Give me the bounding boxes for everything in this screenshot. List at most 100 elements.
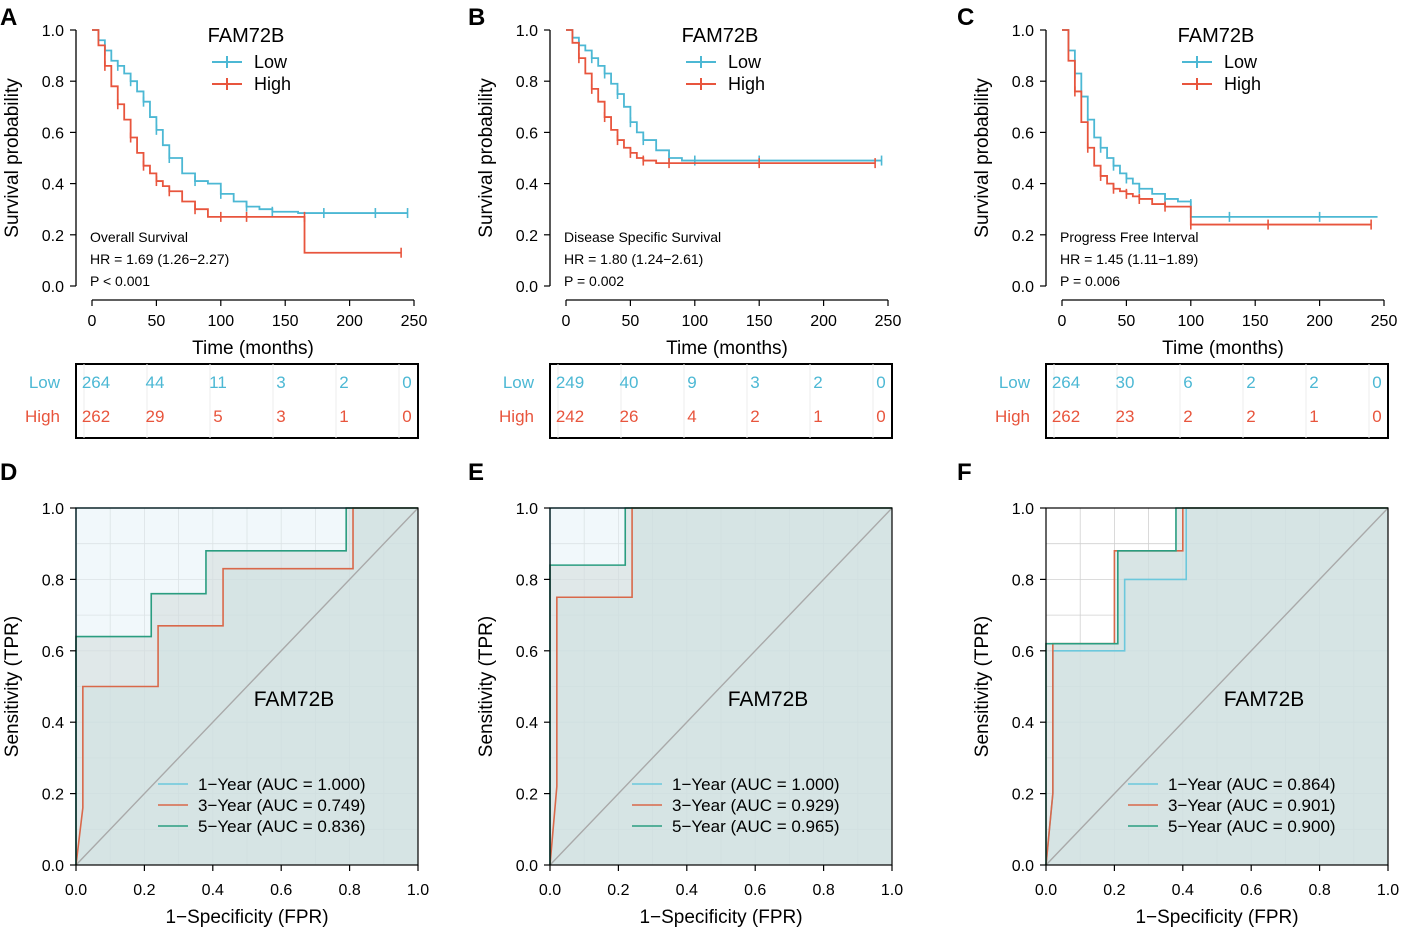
risk-value: 40 xyxy=(620,373,639,392)
risk-value: 2 xyxy=(813,373,822,392)
y-axis-label: Survival probability xyxy=(972,78,993,238)
km-curve-high xyxy=(1062,29,1372,226)
y-tick-label: 0.4 xyxy=(516,715,538,732)
x-axis-label: Time (months) xyxy=(192,338,314,359)
x-tick-label: 250 xyxy=(875,313,902,330)
legend-label: 3−Year (AUC = 0.929) xyxy=(672,796,840,815)
x-tick-label: 1.0 xyxy=(1377,882,1399,899)
x-tick-label: 0.4 xyxy=(1172,882,1194,899)
risk-table: Low 249 40 9 3 2 0 High 242 26 4 2 1 0 xyxy=(499,363,893,439)
risk-value: 0 xyxy=(876,407,885,426)
x-tick-label: 150 xyxy=(746,313,773,330)
risk-table-border xyxy=(75,363,419,439)
legend-label: 3−Year (AUC = 0.749) xyxy=(198,796,366,815)
x-tick-label: 100 xyxy=(681,313,708,330)
y-tick-label: 0.8 xyxy=(516,74,538,91)
y-tick-label: 0.0 xyxy=(1012,858,1034,875)
legend-label: 3−Year (AUC = 0.901) xyxy=(1168,796,1336,815)
risk-value: 4 xyxy=(687,407,696,426)
y-axis-label: Sensitivity (TPR) xyxy=(2,616,23,757)
panel-F: F 0.0 0.2 0.4 0.6 0.8 1.0 0.0 0.2 0.4 0.6 0.8 1.0 1−S… xyxy=(957,459,1399,928)
panel-label: F xyxy=(957,459,972,486)
x-tick-label: 0.4 xyxy=(676,882,698,899)
annotation-text: HR = 1.45 (1.11−1.89) xyxy=(1060,251,1198,267)
risk-value: 2 xyxy=(1183,407,1192,426)
x-tick-label: 0.6 xyxy=(744,882,766,899)
y-tick-label: 0.2 xyxy=(1012,228,1034,245)
y-axis-label: Survival probability xyxy=(2,78,23,238)
risk-value: 11 xyxy=(209,373,227,392)
y-tick-label: 0.6 xyxy=(42,644,64,661)
y-tick-label: 0.0 xyxy=(42,858,64,875)
x-tick-label: 200 xyxy=(336,313,363,330)
legend-label: High xyxy=(254,74,291,94)
risk-value: 2 xyxy=(339,373,348,392)
annotation-text: Disease Specific Survival xyxy=(564,229,721,245)
risk-value: 1 xyxy=(1309,407,1318,426)
y-tick-label: 0.2 xyxy=(42,787,64,804)
panel-label: C xyxy=(957,4,974,31)
risk-value: 0 xyxy=(1372,407,1381,426)
annotation-text: HR = 1.69 (1.26−2.27) xyxy=(90,251,229,267)
x-tick-label: 0.4 xyxy=(202,882,224,899)
annotation-text: Overall Survival xyxy=(90,229,188,245)
risk-value: 264 xyxy=(82,373,110,392)
x-tick-label: 100 xyxy=(207,313,234,330)
x-axis-label: 1−Specificity (FPR) xyxy=(1135,907,1298,928)
y-tick-label: 0.2 xyxy=(516,787,538,804)
km-curve-low xyxy=(1062,29,1378,218)
roc-curve-3yr xyxy=(75,507,418,866)
risk-value: 9 xyxy=(687,373,696,392)
annotation-text: P = 0.006 xyxy=(1060,273,1120,289)
risk-table: Low 264 30 6 2 2 0 High 262 23 2 2 1 0 xyxy=(995,363,1389,439)
legend-label: 1−Year (AUC = 1.000) xyxy=(198,775,366,794)
risk-value: 23 xyxy=(1116,407,1135,426)
y-tick-label: 0.6 xyxy=(42,125,64,142)
reference-diagonal xyxy=(549,507,893,866)
legend-label: High xyxy=(728,74,765,94)
chart-title: FAM72B xyxy=(254,688,335,711)
x-tick-label: 0.2 xyxy=(133,882,155,899)
chart-title: FAM72B xyxy=(682,25,759,47)
y-tick-label: 0.0 xyxy=(1012,279,1034,296)
x-tick-label: 0.8 xyxy=(1308,882,1330,899)
panel-D: D 0.0 0.2 0.4 0.6 0.8 1.0 0.0 0.2 0.4 0.6 0.8 1.0 1−S… xyxy=(0,459,429,928)
chart-title: FAM72B xyxy=(208,25,285,47)
y-tick-label: 0.4 xyxy=(1012,715,1034,732)
x-tick-label: 1.0 xyxy=(881,882,903,899)
risk-value: 0 xyxy=(876,373,885,392)
annotation-text: Progress Free Interval xyxy=(1060,229,1199,245)
x-tick-label: 150 xyxy=(272,313,299,330)
x-tick-label: 0.6 xyxy=(270,882,292,899)
x-tick-label: 50 xyxy=(1118,313,1136,330)
risk-table-border xyxy=(549,363,893,439)
x-tick-label: 1.0 xyxy=(407,882,429,899)
risk-value: 0 xyxy=(1372,373,1381,392)
risk-value: 0 xyxy=(402,373,411,392)
risk-value: 26 xyxy=(620,407,639,426)
y-tick-label: 0.6 xyxy=(516,125,538,142)
risk-value: 0 xyxy=(402,407,411,426)
x-tick-label: 0 xyxy=(88,313,97,330)
y-tick-label: 0.0 xyxy=(42,279,64,296)
annotation-text: P < 0.001 xyxy=(90,273,150,289)
x-axis-label: Time (months) xyxy=(1162,338,1284,359)
plot-frame xyxy=(1045,507,1389,866)
y-tick-label: 1.0 xyxy=(516,23,538,40)
roc-curve-5yr xyxy=(75,507,418,865)
x-tick-label: 0.0 xyxy=(539,882,561,899)
risk-row-label: Low xyxy=(29,373,61,392)
risk-value: 29 xyxy=(146,407,165,426)
y-tick-label: 0.4 xyxy=(1012,177,1034,194)
km-curve-low xyxy=(92,29,408,214)
risk-row-label: Low xyxy=(999,373,1031,392)
x-tick-label: 150 xyxy=(1242,313,1269,330)
panel-label: B xyxy=(468,4,485,31)
y-tick-label: 1.0 xyxy=(1012,501,1034,518)
risk-row-label: Low xyxy=(503,373,535,392)
risk-value: 3 xyxy=(276,373,285,392)
